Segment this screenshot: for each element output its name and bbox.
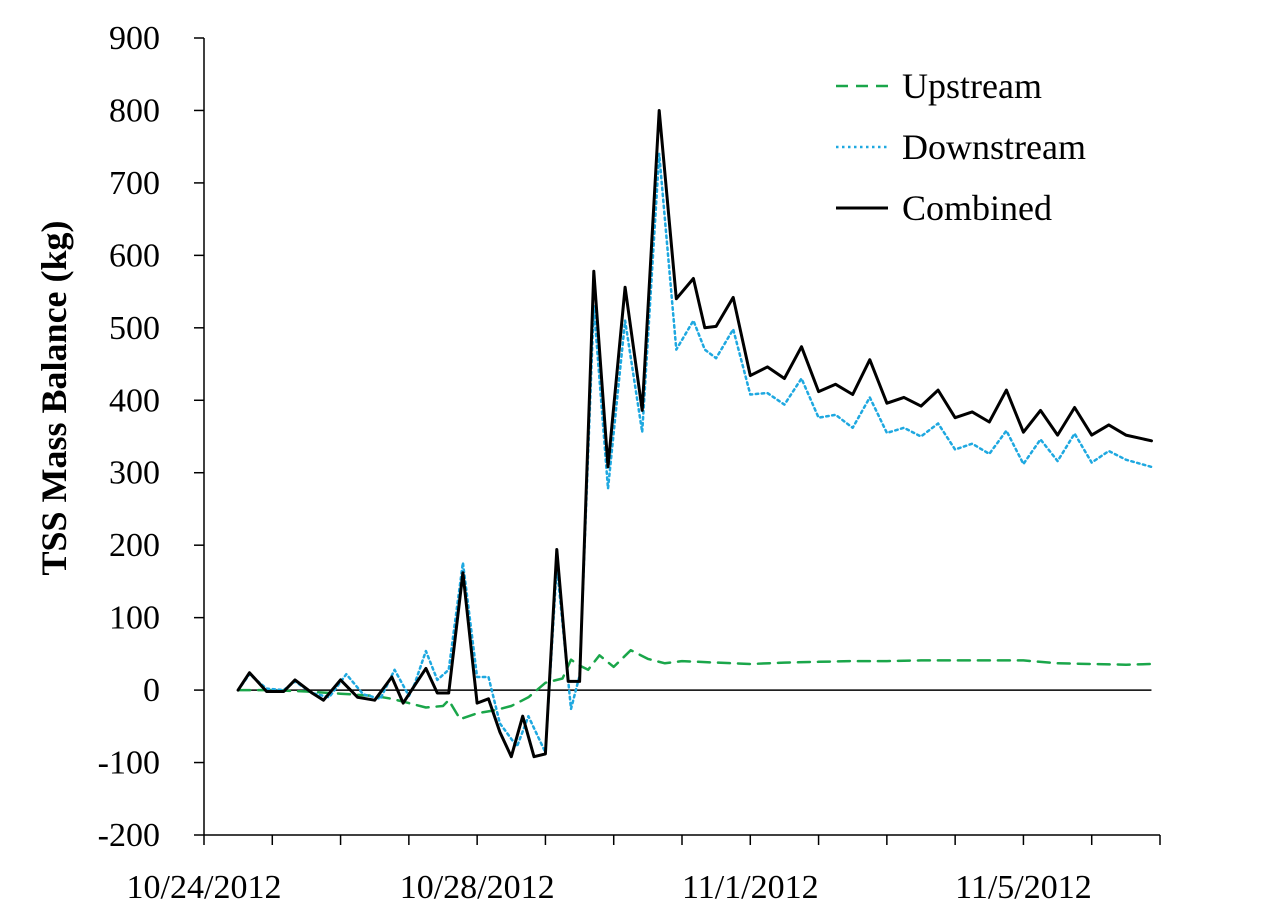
y-tick-label: 300 [109, 455, 160, 492]
y-tick-label: 800 [109, 92, 160, 129]
series-line-combined [236, 109, 1153, 759]
y-axis-ticks: 900 800 700 600 500 400 300 200 100 0 -100 -200 [98, 20, 204, 854]
legend-label-combined: Combined [902, 188, 1052, 228]
y-tick-label: 500 [109, 310, 160, 347]
legend: Upstream Downstream Combined [836, 66, 1086, 228]
x-tick-label: 11/5/2012 [955, 869, 1092, 906]
y-tick-label: -200 [98, 817, 160, 854]
series-line-downstream [236, 152, 1153, 754]
x-axis-ticks: 10/24/2012 10/28/2012 11/1/2012 11/5/2012 [127, 835, 1161, 906]
legend-label-downstream: Downstream [902, 127, 1086, 167]
y-tick-label: 700 [109, 165, 160, 202]
x-tick-label: 10/28/2012 [400, 869, 555, 906]
y-tick-label: 900 [109, 20, 160, 57]
y-tick-label: 200 [109, 527, 160, 564]
y-tick-label: 400 [109, 382, 160, 419]
y-tick-label: 0 [143, 672, 160, 709]
series-layer [236, 109, 1153, 759]
y-tick-label: 100 [109, 600, 160, 637]
x-tick-label: 10/24/2012 [127, 869, 282, 906]
y-tick-label: -100 [98, 745, 160, 782]
x-tick-label: 11/1/2012 [682, 869, 819, 906]
series-line-upstream [236, 648, 1153, 721]
y-axis-label: TSS Mass Balance (kg) [34, 220, 74, 575]
y-tick-label: 600 [109, 237, 160, 274]
legend-label-upstream: Upstream [902, 66, 1042, 106]
